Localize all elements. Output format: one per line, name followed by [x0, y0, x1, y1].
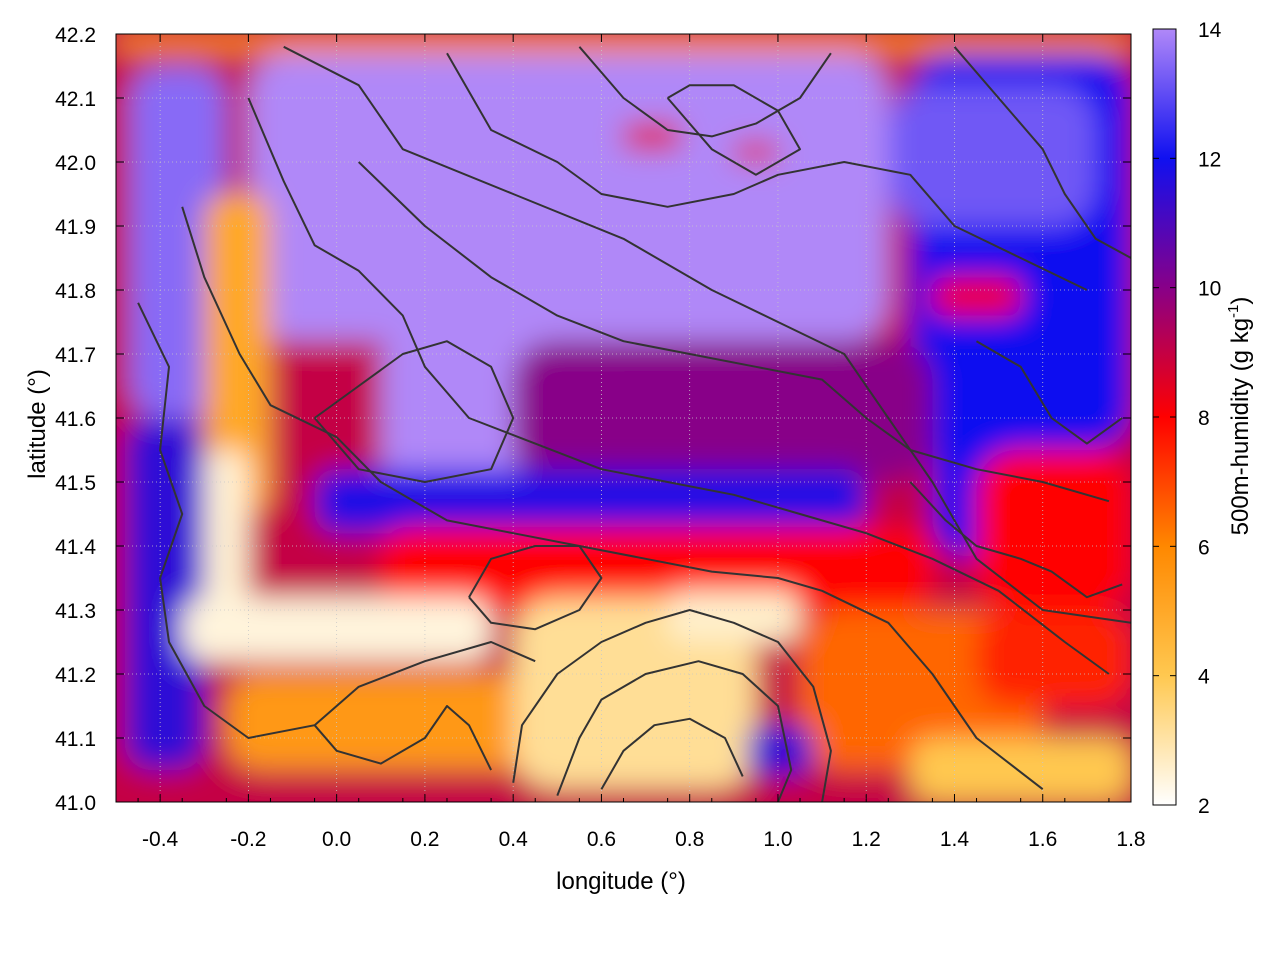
y-tick-label: 41.7 — [55, 344, 96, 367]
x-tick-label: 1.4 — [940, 828, 970, 851]
heatmap-region-south-dry-band — [182, 597, 492, 662]
contour-line — [358, 161, 1110, 503]
heatmap-region-southeast-red — [976, 610, 1131, 706]
colorbar-tick-label: 4 — [1198, 666, 1210, 689]
x-tick-label: 1.8 — [1116, 828, 1145, 851]
x-tick-label: -0.4 — [142, 828, 179, 851]
heatmap-region-southeast-blue-spot — [747, 725, 814, 777]
colorbar-ticks: 2 4 6 8 10 12 14 — [1153, 19, 1222, 818]
contour-line — [666, 84, 801, 176]
y-tick-label: 42.2 — [55, 24, 96, 47]
y-tick-label: 42.1 — [55, 88, 96, 111]
y-axis-label: latitude (°) — [24, 369, 51, 479]
heatmap-region-north-red-spot-2 — [733, 142, 778, 162]
contour-line — [137, 302, 536, 739]
heatmap-region-central-purple-band — [513, 341, 933, 482]
heatmap-region-north-moist-plateau — [248, 53, 889, 342]
colorbar-tick-label: 6 — [1198, 536, 1210, 559]
contour-line — [283, 45, 1131, 624]
x-tick-label: 1.2 — [852, 828, 881, 851]
contour-lines — [137, 45, 1131, 802]
y-tick-label: 41.8 — [55, 280, 96, 303]
colorbar-label: 500m-humidity (g kg-1) — [1225, 297, 1254, 536]
y-tick-label: 41.6 — [55, 408, 96, 431]
x-tick-label: 0.8 — [675, 828, 704, 851]
colorbar-label-close: ) — [1227, 297, 1254, 305]
heatmap-regions — [116, 34, 1131, 802]
contour-line — [247, 97, 1110, 675]
contour-line — [600, 717, 744, 790]
heatmap-region-northeast-red-streak — [932, 277, 1021, 316]
contour-line — [953, 46, 1131, 259]
colorbar-tick-label: 12 — [1198, 148, 1221, 171]
heatmap-region-west-blue-column — [124, 418, 205, 770]
x-tick-label: 1.6 — [1028, 828, 1057, 851]
x-tick-label: 0.0 — [322, 828, 351, 851]
heatmap-region-southeast-dry — [910, 738, 1131, 802]
y-axis: 41.0 41.1 41.2 41.3 41.4 41.5 41.6 41.7 41.8 41.9… — [55, 24, 1131, 815]
x-tick-label: 0.4 — [499, 828, 529, 851]
x-tick-label: 1.0 — [763, 828, 792, 851]
heatmap-region-north-red-spot-1 — [623, 123, 681, 150]
grid-lines — [116, 34, 1131, 802]
heatmap-region-west-dry-band — [204, 194, 271, 514]
heatmap-region-west-moist-column — [129, 66, 227, 418]
colorbar-tick-label: 10 — [1198, 278, 1221, 301]
colorbar-tick-label: 2 — [1198, 795, 1210, 818]
colorbar-label-main: 500m-humidity (g kg — [1227, 318, 1254, 535]
contour-line — [556, 660, 793, 802]
x-tick-label: -0.2 — [230, 828, 266, 851]
contour-line — [512, 609, 832, 802]
contour-line — [975, 340, 1123, 445]
heatmap-region-north-dry-strip — [116, 34, 1131, 54]
contour-line — [313, 340, 515, 483]
y-tick-label: 41.5 — [55, 472, 96, 495]
y-tick-label: 41.1 — [55, 728, 96, 751]
heatmap-region-central-blue-band — [314, 469, 867, 534]
colorbar-tick-label: 14 — [1198, 19, 1222, 42]
y-tick-label: 41.0 — [55, 792, 96, 815]
y-tick-label: 41.3 — [55, 600, 96, 623]
heatmap-region-northeast-moist — [888, 85, 1096, 226]
heatmap-region-south-orange-band — [226, 674, 580, 770]
heatmap-region-south-red-band — [380, 526, 933, 610]
x-axis-label: longitude (°) — [556, 868, 686, 895]
y-tick-label: 41.9 — [55, 216, 96, 239]
heatmap-region-east-red — [976, 450, 1131, 610]
heatmap-region-southwest-dry-column — [204, 450, 249, 610]
heatmap-area — [116, 34, 1131, 802]
y-tick-label: 42.0 — [55, 152, 96, 175]
y-tick-label: 41.4 — [55, 536, 96, 559]
contour-line — [909, 481, 1123, 599]
contour-line — [446, 52, 1088, 291]
contour-line — [313, 705, 492, 771]
colorbar-label-superscript: -1 — [1225, 305, 1242, 318]
contour-line — [578, 46, 832, 138]
y-tick-label: 41.2 — [55, 664, 96, 687]
heatmap-region-south-center-pale — [667, 590, 801, 642]
x-tick-label: 0.6 — [587, 828, 616, 851]
contour-line — [468, 545, 603, 631]
x-tick-label: 0.2 — [410, 828, 439, 851]
colorbar-tick-label: 8 — [1198, 407, 1210, 430]
x-axis: -0.4 -0.2 0.0 0.2 0.4 0.6 0.8 1.0 1.2 1.4 1.6 1.8 — [137, 34, 1146, 851]
heatmap-region-south-center-dry — [513, 597, 756, 790]
